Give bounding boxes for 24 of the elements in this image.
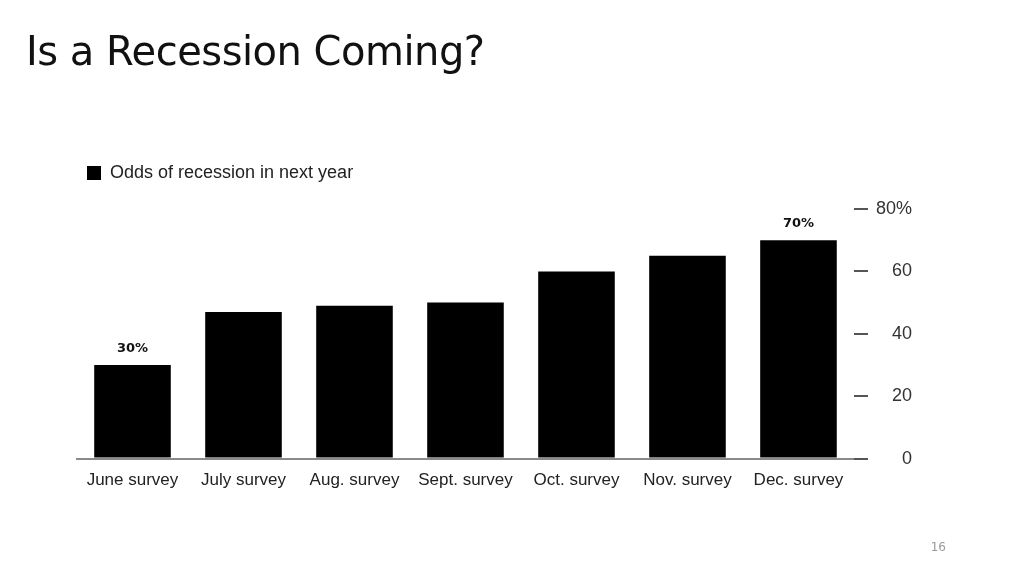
- x-tick-label: July survey: [200, 470, 287, 490]
- y-tick-label: 0: [901, 447, 912, 468]
- data-label: 30%: [116, 339, 149, 355]
- x-tick-label: Dec. survey: [753, 470, 844, 490]
- bar: [427, 302, 504, 458]
- y-tick-label: 80%: [875, 197, 912, 218]
- data-label: 70%: [782, 215, 815, 231]
- bar: [649, 255, 726, 458]
- x-tick-label: Oct. survey: [533, 470, 620, 490]
- text: 16: [930, 540, 946, 554]
- x-tick-label: June survey: [86, 470, 179, 490]
- bar: [205, 311, 282, 458]
- x-tick-label: Sept. survey: [418, 470, 514, 490]
- chart-title: Is a Recession Coming?: [26, 28, 485, 74]
- bar: [538, 271, 615, 458]
- y-tick-label: 60: [891, 260, 912, 281]
- x-tick-label: Aug. survey: [309, 470, 400, 490]
- x-tick-label: Nov. survey: [643, 470, 733, 490]
- bar: [760, 240, 837, 458]
- bar: [94, 365, 171, 458]
- y-tick-label: 20: [891, 385, 912, 406]
- y-tick-label: 40: [891, 322, 912, 343]
- bar: [316, 305, 393, 458]
- legend-label: Odds of recession in next year: [110, 161, 354, 182]
